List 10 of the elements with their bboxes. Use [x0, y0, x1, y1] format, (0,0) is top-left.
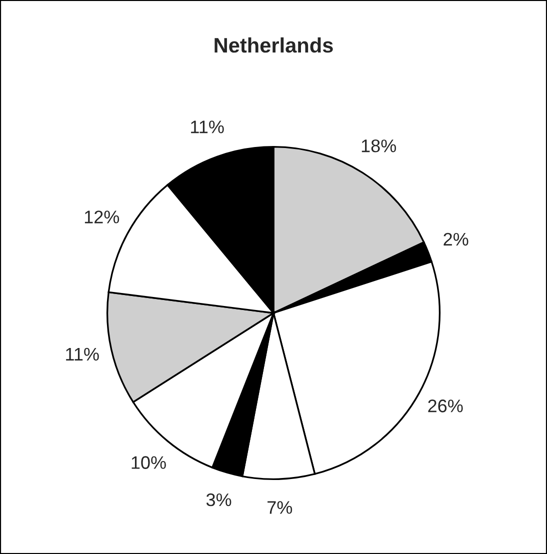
- data-label: 26%: [428, 400, 463, 412]
- data-label: 18%: [362, 139, 396, 152]
- data-label: 3%: [206, 493, 232, 506]
- chart-title: Netherlands: [214, 37, 333, 53]
- data-label: 2%: [444, 232, 468, 246]
- data-label: 10%: [132, 456, 166, 469]
- data-label: 7%: [268, 501, 292, 514]
- data-label: 11%: [191, 120, 224, 134]
- data-label: 12%: [84, 210, 120, 224]
- data-label: 11%: [66, 348, 99, 361]
